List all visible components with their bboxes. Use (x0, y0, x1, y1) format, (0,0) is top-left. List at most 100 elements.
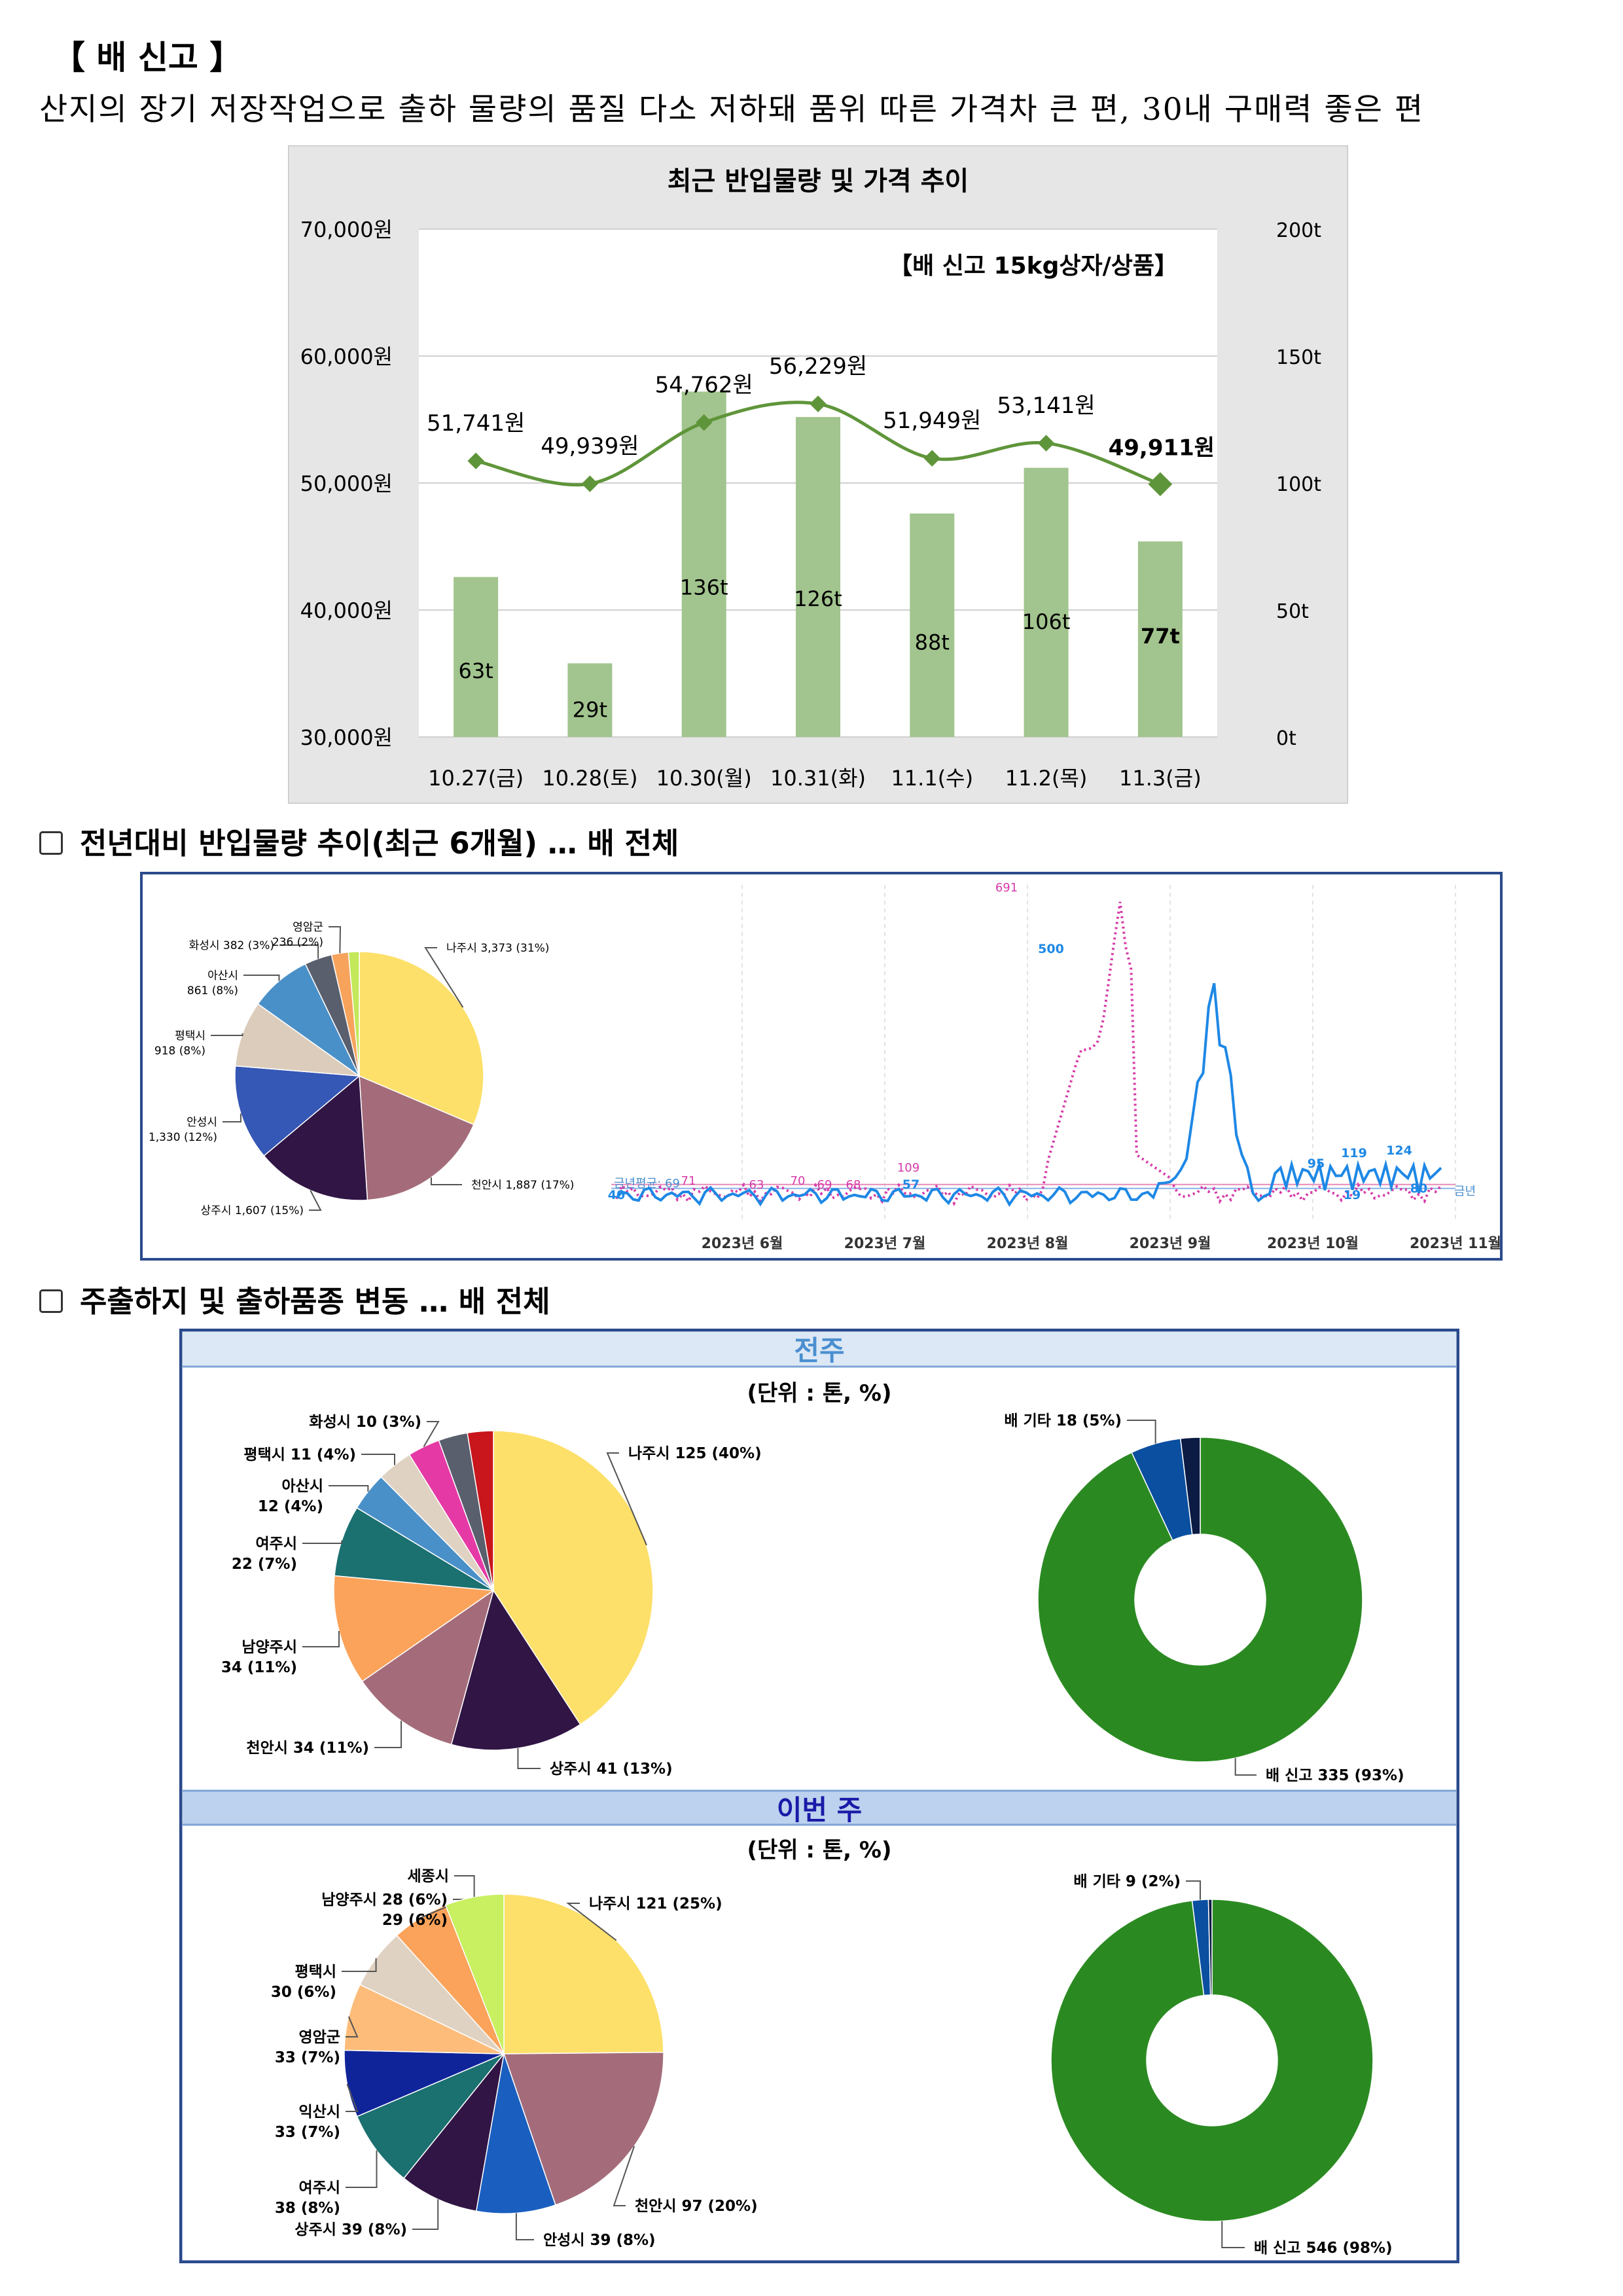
trend-legend-label: 금년 (1454, 1185, 1476, 1198)
blue-peak-label: 124 (1386, 1143, 1412, 1158)
price-point (467, 452, 484, 469)
trend-month-label: 2023년 10월 (1267, 1236, 1359, 1252)
leader-line (566, 1902, 617, 1941)
leader-line (1221, 2221, 1245, 2248)
right-tick-label: 200t (1276, 219, 1321, 242)
pie-label: 배 신고 335 (93%) (1266, 1767, 1404, 1784)
pie-label: 천안시 34 (11%) (246, 1740, 369, 1757)
left-tick-label: 60,000원 (300, 344, 393, 369)
leader-line (1234, 1758, 1257, 1776)
this-week-unit: (단위 : 톤, %) (747, 1837, 891, 1863)
pie-label: 세종시 (408, 1868, 449, 1885)
leader-line (346, 2016, 359, 2037)
pie-slice (359, 1075, 474, 1201)
prev-week-header: 전주 (794, 1335, 844, 1367)
pie-label: 배 신고 546 (98%) (1254, 2240, 1393, 2257)
volume-bar (681, 391, 726, 737)
section-title-text: 전년대비 반입물량 추이(최근 6개월) … 배 전체 (80, 826, 679, 861)
leader-line (454, 1874, 475, 1897)
volume-bar (567, 663, 613, 737)
x-tick-label: 10.30(월) (656, 766, 752, 791)
price-point (1148, 472, 1173, 497)
right-axis-ticks: 200t 150t 100t 50t 0t (1276, 219, 1321, 750)
leader-line (211, 1033, 243, 1037)
avg-label: 금년평균: 69 (614, 1177, 680, 1191)
pie-slice (503, 2051, 664, 2206)
prev-week-unit: (단위 : 톤, %) (747, 1380, 891, 1407)
pie-label: 화성시 382 (3%) (189, 939, 274, 952)
pie-label: 안성시 1,330 (12%) (149, 1116, 217, 1144)
pie-label: 상주시 39 (8%) (294, 2221, 407, 2238)
pie-label: 아산시 12 (4%) (258, 1478, 323, 1515)
pie-slice (1037, 1437, 1363, 1763)
leader-line (430, 1177, 462, 1186)
volume-label: 106t (1022, 609, 1071, 634)
origin-variety-panel: 전주 (단위 : 톤, %) 이번 주 (단위 : 톤, %) 나주시 125 … (179, 1329, 1459, 2263)
leader-line (1186, 1880, 1201, 1900)
volume-label: 126t (794, 586, 842, 611)
leader-line (302, 1540, 343, 1544)
leader-line (1127, 1419, 1156, 1444)
leader-line (412, 2199, 439, 2230)
left-tick-label: 40,000원 (300, 598, 393, 623)
this-week-header: 이번 주 (777, 1794, 863, 1826)
leader-line (342, 1958, 377, 1972)
x-tick-label: 11.3(금) (1119, 766, 1202, 791)
pie-label: 상주시 1,607 (15%) (201, 1204, 304, 1217)
pink-series (615, 901, 1442, 1206)
price-points: 51,741원 49,939원 54,762원 56,229원 51,949원 53,14… (427, 353, 1215, 497)
pie-label: 평택시 918 (8%) (154, 1030, 205, 1058)
blue-peak-label: 80 (1410, 1181, 1427, 1196)
left-tick-label: 50,000원 (300, 471, 393, 496)
volume-label: 29t (573, 697, 607, 722)
price-point (695, 414, 713, 431)
price-chart-title: 최근 반입물량 및 가격 추이 (668, 166, 969, 196)
left-tick-label: 30,000원 (300, 725, 393, 750)
leader-line (606, 1452, 647, 1546)
right-tick-label: 150t (1276, 346, 1321, 369)
blue-peak-label: 19 (1344, 1188, 1361, 1202)
x-axis-ticks: 10.27(금) 10.28(토) 10.30(월) 10.31(화) 11.1(수) 1… (428, 766, 1202, 791)
pie-label: 아산시 861 (8%) (187, 969, 238, 997)
pie-label: 나주시 125 (40%) (628, 1445, 762, 1462)
pie-slice (1050, 1899, 1374, 2222)
this-week-origin-pie: 나주시 121 (25%) 천안시 97 (20%) 안성시 39 (8%) 상주시 … (271, 1868, 758, 2249)
trend-month-label: 2023년 7월 (844, 1236, 926, 1252)
volume-label: 88t (915, 630, 950, 655)
leader-line (329, 926, 342, 954)
pie-label: 여주시 22 (7%) (232, 1535, 297, 1573)
checkbox-icon (39, 1289, 63, 1313)
price-volume-chart: 최근 반입물량 및 가격 추이 70,000원 60,000원 50,000원 40,… (288, 145, 1348, 804)
blue-peak-label: 95 (1308, 1157, 1325, 1171)
page-title: 【 배 신고 】 (52, 39, 243, 77)
trend-panel: 나주시 3,373 (31%) 천안시 1,887 (17%) 상주시 1,607 … (140, 872, 1503, 1261)
pink-peak-label: 109 (897, 1161, 919, 1175)
pie-label: 나주시 3,373 (31%) (446, 942, 549, 955)
pie-slice (1179, 1437, 1201, 1535)
pink-peak-label: 68 (846, 1178, 861, 1192)
checkbox-icon (39, 831, 63, 855)
section-title-text: 주출하지 및 출하품종 변동 … 배 전체 (80, 1284, 550, 1319)
pink-peak-label: 71 (681, 1174, 696, 1188)
price-label: 53,141원 (997, 393, 1095, 419)
page-summary: 산지의 장기 저장작업으로 출하 물량의 품질 다소 저하돼 품위 따른 가격차… (39, 92, 1425, 128)
pie-label: 상주시 41 (13%) (550, 1761, 673, 1778)
leader-line (223, 1113, 241, 1123)
pie-label: 영암군 236 (2%) (272, 921, 323, 949)
price-label: 54,762원 (655, 372, 753, 399)
volume-bars: 63t 29t 136t 126t 88t 106t 77t (454, 391, 1183, 737)
leader-line (517, 1748, 541, 1769)
volume-bar (1137, 541, 1183, 737)
pie-slice (234, 1065, 361, 1157)
blue-peak-label: 500 (1038, 942, 1064, 956)
price-label: 51,949원 (883, 408, 981, 434)
pie-slice (257, 963, 360, 1077)
right-tick-label: 100t (1276, 473, 1321, 496)
blue-series (615, 982, 1442, 1208)
pie-label: 여주시 38 (8%) (275, 2179, 340, 2217)
trend-month-label: 2023년 9월 (1130, 1236, 1211, 1252)
left-tick-label: 70,000원 (300, 217, 393, 242)
price-point (923, 450, 941, 467)
price-label: 56,229원 (769, 353, 867, 380)
pie-label: 배 기타 9 (2%) (1073, 1873, 1181, 1890)
